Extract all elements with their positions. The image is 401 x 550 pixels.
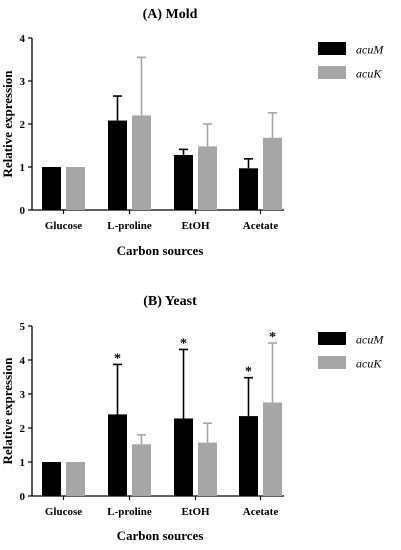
x-tick-label: Glucose (45, 220, 82, 232)
y-tick-label: 2 (20, 423, 26, 435)
legend-swatch-acuK (318, 66, 346, 79)
y-axis-label: Relative expression (0, 70, 15, 178)
y-tick-label: 4 (20, 33, 26, 45)
y-tick-label: 4 (20, 355, 26, 367)
bar-acuM-glucose (42, 462, 61, 496)
bar-acuM-etoh (174, 154, 193, 210)
bar-acuK-etoh (198, 146, 217, 210)
y-tick-label: 0 (20, 205, 26, 217)
bar-acuK-glucose (66, 167, 85, 210)
y-tick-label: 3 (20, 76, 26, 88)
x-tick-label: Glucose (45, 506, 82, 518)
legend-label-acuM: acuM (356, 333, 384, 347)
y-tick-label: 3 (20, 389, 26, 401)
x-tick-label: L-proline (107, 220, 152, 232)
x-axis-label: Carbon sources (117, 528, 204, 543)
bar-acuM-acetate (239, 416, 258, 496)
bar-acuM-acetate (239, 168, 258, 210)
legend-label-acuM: acuM (356, 43, 384, 57)
y-tick-label: 2 (20, 119, 26, 131)
x-tick-label: Acetate (243, 220, 279, 232)
bar-acuM-etoh (174, 418, 193, 496)
bar-acuK-acetate (263, 402, 282, 496)
legend-swatch-acuM (318, 332, 346, 345)
bar-acuK-glucose (66, 462, 85, 496)
bar-acuM-glucose (42, 167, 61, 210)
y-tick-label: 1 (20, 162, 26, 174)
legend-swatch-acuK (318, 356, 346, 369)
bar-acuK-l-proline (132, 444, 151, 496)
y-tick-label: 0 (20, 491, 26, 503)
x-tick-label: EtOH (181, 220, 210, 232)
x-tick-label: EtOH (181, 506, 210, 518)
x-tick-label: Acetate (243, 506, 279, 518)
bar-acuK-acetate (263, 137, 282, 210)
bar-acuM-l-proline (108, 120, 127, 210)
legend-label-acuK: acuK (356, 67, 382, 81)
y-tick-label: 1 (20, 457, 26, 469)
significance-mark: * (180, 336, 187, 351)
legend-swatch-acuM (318, 42, 346, 55)
x-axis-label: Carbon sources (117, 243, 204, 258)
y-tick-label: 5 (20, 321, 26, 333)
bar-acuK-etoh (198, 442, 217, 496)
significance-mark: * (245, 365, 252, 380)
legend-label-acuK: acuK (356, 357, 382, 371)
significance-mark: * (269, 330, 276, 345)
bar-acuM-l-proline (108, 414, 127, 496)
y-axis-label: Relative expression (0, 357, 15, 465)
x-tick-label: L-proline (107, 506, 152, 518)
chart-title: (B) Yeast (143, 294, 197, 309)
bar-acuK-l-proline (132, 115, 151, 210)
significance-mark: * (114, 351, 121, 366)
chart-title: (A) Mold (143, 7, 198, 22)
